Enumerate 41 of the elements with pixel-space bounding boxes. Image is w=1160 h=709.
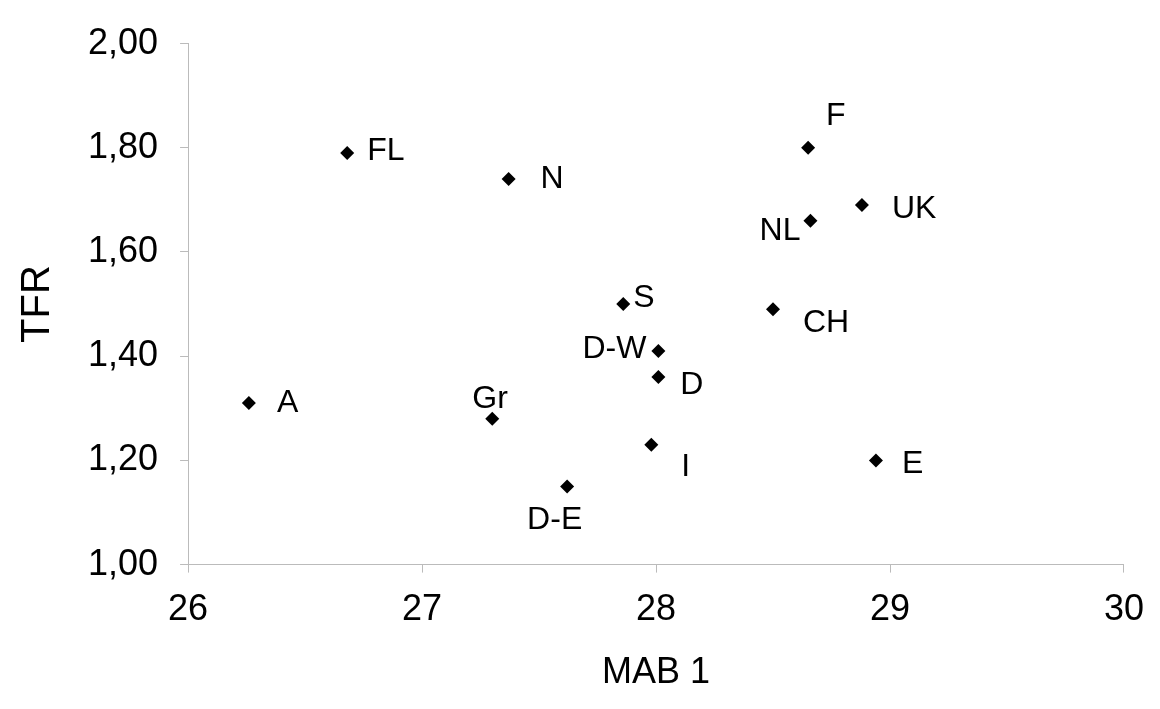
point: [766, 302, 781, 317]
y-tick-label: 2,00: [87, 20, 159, 62]
x-axis-title: MAB 1: [602, 650, 711, 692]
annotation: F: [826, 95, 846, 132]
point: [854, 198, 869, 213]
y-tick-label: 1,00: [87, 541, 159, 583]
annotation: D-W: [582, 328, 648, 365]
annotation: I: [681, 446, 691, 483]
x-tick-label: 28: [636, 587, 677, 629]
annotation: S: [633, 277, 655, 314]
x-tick-label: 26: [168, 587, 209, 629]
x-tick-label: 30: [1103, 587, 1144, 629]
point: [485, 411, 500, 426]
y-tick-label: 1,60: [87, 228, 159, 270]
annotation: CH: [803, 303, 850, 340]
point: [340, 146, 355, 161]
annotation: D-E: [527, 500, 583, 537]
y-tick-label: 1,20: [87, 437, 159, 479]
y-tick-label: 1,40: [87, 333, 159, 375]
annotation: D: [680, 364, 704, 401]
annotation: E: [901, 444, 924, 481]
point: [241, 396, 256, 411]
y-tick-label: 1,80: [87, 124, 159, 166]
x-tick-label: 29: [869, 587, 911, 629]
annotation: UK: [891, 188, 937, 225]
point: [868, 453, 883, 468]
point: [560, 479, 575, 494]
annotation: NL: [759, 210, 801, 247]
annotation: A: [276, 382, 299, 419]
point: [801, 140, 816, 155]
point: [651, 343, 666, 358]
point: [501, 172, 516, 187]
y-axis-title: TFR: [13, 265, 58, 343]
annotation: FL: [367, 130, 405, 167]
point: [651, 370, 666, 385]
x-tick-label: 27: [402, 587, 443, 629]
point: [644, 437, 659, 452]
point: [803, 213, 818, 228]
annotation: N: [540, 158, 564, 195]
point: [616, 297, 631, 312]
annotation: Gr: [472, 378, 509, 415]
